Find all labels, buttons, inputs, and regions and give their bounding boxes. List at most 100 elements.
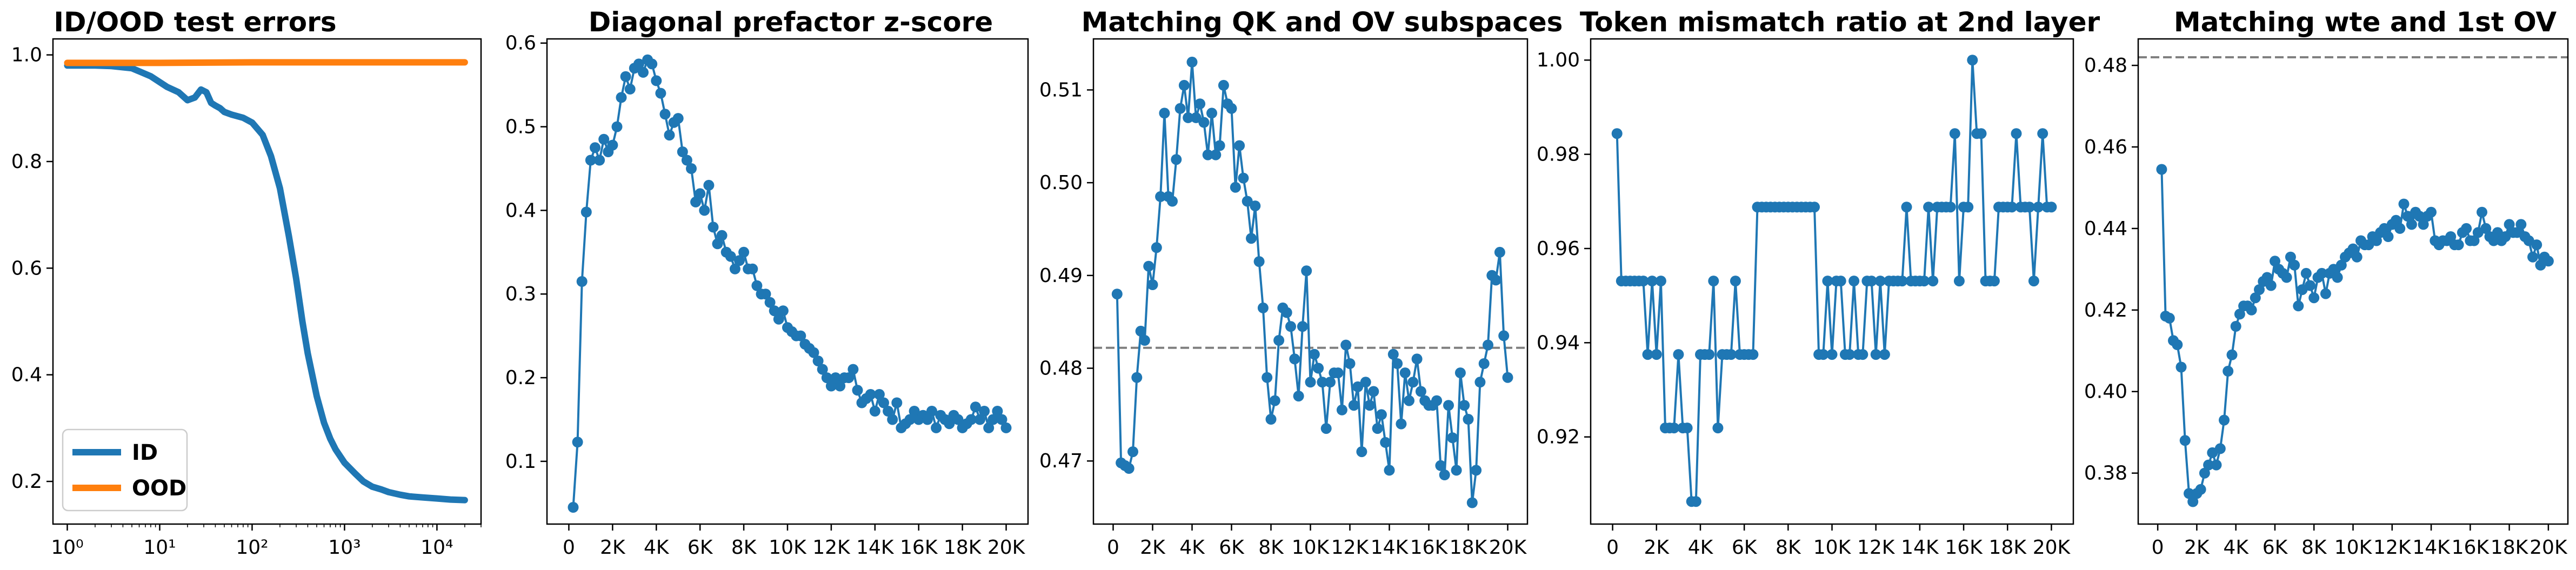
data-point [2289,259,2300,271]
data-point [1151,242,1162,253]
data-point [1498,330,1510,341]
data-point [2199,467,2210,479]
panel-diagonal-prefactor: Diagonal prefactor z-score 0 2K 4K 6K 8K 10K 1… [505,6,1029,559]
y-tick-label: 0.40 [2084,381,2127,403]
data-point [2391,214,2401,226]
y-tick-label: 0.98 [1537,144,1580,166]
data-point [751,280,763,291]
x-tick-label: 20K [2033,537,2071,559]
data-point [1949,128,1960,139]
y-tick-label: 0.8 [11,151,42,173]
data-point [2488,235,2499,246]
y-tick-label: 0.2 [11,471,42,493]
data-point [1870,349,1881,360]
data-point [747,263,758,274]
x-tick-label: 16K [1945,537,1983,559]
data-point [1835,276,1846,287]
x-tick-label: 16K [900,537,938,559]
panel-matching-qk-ov: Matching QK and OV subspaces 0 2K 4K 6K 8K 10… [1039,6,1563,559]
data-point [651,75,662,86]
data-point [1131,372,1143,383]
data-point [821,372,832,384]
data-point [2028,276,2039,287]
data-point [1305,377,1316,388]
data-point [2024,202,2035,213]
data-point [2320,288,2331,299]
data-point [1431,395,1443,406]
data-point [1336,404,1347,415]
data-point [1360,377,1371,388]
data-point [1681,423,1693,434]
data-point [931,422,942,433]
data-point [686,163,697,174]
x-tick-label: 20K [2530,537,2568,559]
data-point [703,179,715,191]
data-point [1690,496,1701,507]
data-point [1646,276,1658,287]
data-point [1317,377,1328,388]
data-point [1313,363,1324,374]
data-point [2187,496,2199,507]
data-point [2164,312,2175,324]
data-point [1190,112,1202,123]
data-point [2261,272,2273,283]
data-point [1967,55,1978,66]
x-tick-label: 8K [1776,537,1801,559]
data-point [1953,276,1965,287]
data-point [1866,276,1877,287]
x-tick-label: 10¹ [143,537,176,559]
data-point [1725,349,1737,360]
y-tick-label: 0.47 [1039,450,1083,472]
legend-label-id: ID [132,440,158,465]
data-point [2285,251,2296,263]
data-point [725,251,736,262]
data-point [1218,79,1229,91]
data-point [734,255,745,266]
data-point [1301,265,1312,277]
data-point [1730,276,1741,287]
data-point [681,155,692,166]
data-point [1822,276,1833,287]
data-point [878,397,889,408]
data-point [2414,211,2425,222]
data-point [1340,339,1352,351]
data-point [1183,112,1194,123]
data-point [2172,339,2183,350]
data-point [2230,321,2241,332]
x-tick-label: 18K [944,537,982,559]
data-point [760,289,771,300]
data-point [1708,276,1719,287]
data-point [2037,128,2048,139]
data-point [2281,272,2292,283]
data-point [1226,103,1237,114]
data-point [1651,349,1662,360]
data-point [922,414,933,425]
x-tick-label: 4K [644,537,670,559]
data-point [1289,353,1300,365]
data-point [992,406,1003,417]
data-point [2504,219,2515,230]
data-point [1171,154,1182,165]
data-point [1139,335,1150,346]
data-point [2250,292,2261,304]
data-point [1844,349,1855,360]
data-point [2394,223,2406,234]
data-point [944,418,955,430]
data-point [1143,260,1154,272]
x-tick-label: 14K [2412,537,2451,559]
data-point [1111,289,1123,300]
data-point [812,356,824,367]
data-point [1356,446,1367,458]
series-line-ood [64,59,468,66]
data-point [891,397,903,408]
x-tick-label: 12K [2373,537,2412,559]
data-point [2246,304,2257,316]
data-point [1474,377,1486,388]
x-tick-label: 10K [1292,537,1330,559]
data-point [2480,223,2492,234]
data-point [1159,108,1170,119]
y-tick-label: 0.94 [1537,332,1580,354]
data-point [1927,276,1939,287]
data-point [1368,386,1379,397]
data-point [2347,243,2359,254]
